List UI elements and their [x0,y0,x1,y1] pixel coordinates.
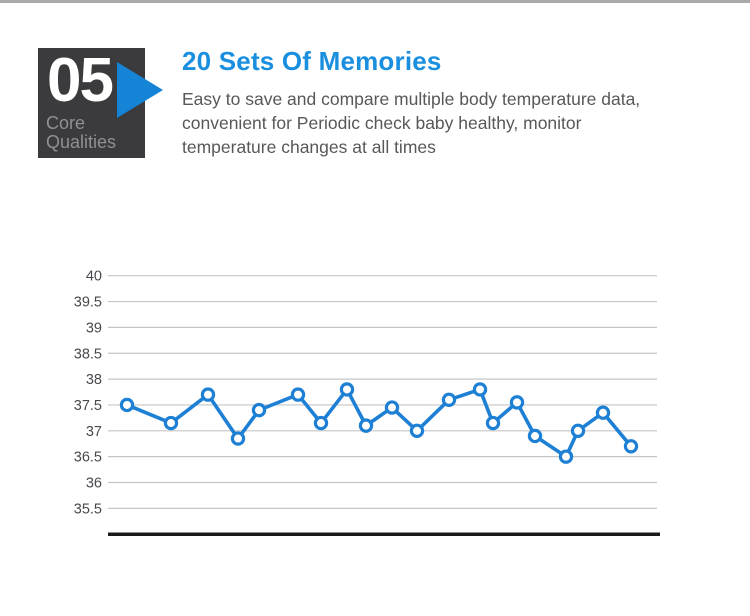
data-point-marker [200,387,216,402]
data-point-marker [358,418,374,433]
data-point-marker [119,397,135,413]
data-point-marker [251,402,267,418]
description-line-1: Easy to save and compare multiple body t… [182,89,641,109]
data-point-marker [623,439,639,454]
top-divider-bar [0,0,750,3]
header-text-block: 20 Sets Of Memories Easy to save and com… [182,46,640,159]
data-point-marker [441,392,457,407]
temperature-line [125,387,633,459]
data-point-marker [409,423,425,438]
section-title: 20 Sets Of Memories [182,46,442,76]
data-point-marker [527,428,543,444]
ytick-label: 38.5 [74,346,102,362]
ytick-label: 36 [86,476,102,492]
data-point-marker [313,415,329,431]
badge-number: 05 [47,46,114,115]
data-point-marker [163,415,179,431]
data-point-marker [485,415,501,431]
arrow-right-icon [117,62,163,118]
ytick-label: 39.5 [74,295,102,311]
data-point-marker [570,423,586,438]
ytick-label: 39 [86,320,102,336]
data-point-marker [339,382,355,397]
ytick-label: 35.5 [74,501,102,517]
ytick-label: 37.5 [74,398,102,414]
badge-label-line1: Core [46,113,86,133]
ytick-label: 37 [86,424,102,440]
data-point-marker [384,400,400,415]
data-point-marker [472,382,488,397]
data-point-marker [558,449,574,464]
ytick-label: 40 [86,269,102,285]
description-line-2: convenient for Periodic check baby healt… [182,113,582,133]
description-line-3: temperature changes at all times [182,137,436,157]
badge-label-line2: Qualities [46,132,117,152]
data-point-marker [595,405,611,420]
ytick-label: 38 [86,372,102,388]
data-point-marker [230,431,246,446]
section-description: Easy to save and compare multiple body t… [182,87,640,159]
ytick-label: 36.5 [74,450,102,466]
data-point-marker [509,395,525,410]
badge-label: Core Qualities [46,114,116,152]
data-point-marker [290,387,306,402]
